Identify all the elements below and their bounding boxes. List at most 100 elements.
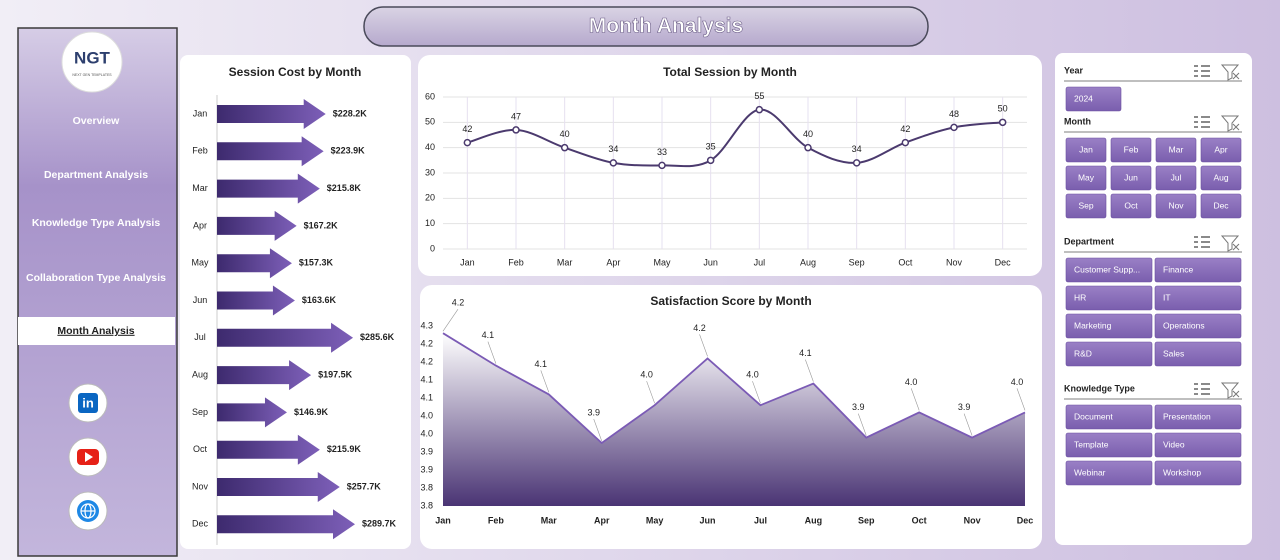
slicer-button-label[interactable]: Operations: [1163, 320, 1205, 330]
slicer-button-label[interactable]: Aug: [1213, 172, 1228, 182]
multi-select-icon[interactable]: [1194, 236, 1210, 248]
nav-selected: [18, 317, 175, 345]
slicer-button[interactable]: [1065, 86, 1122, 112]
bar: [217, 173, 320, 204]
data-label: 4.2: [452, 298, 465, 308]
point: [998, 118, 1007, 127]
multi-select-icon[interactable]: [1194, 383, 1210, 395]
slicer-button[interactable]: [1154, 285, 1242, 311]
slicer-button[interactable]: [1200, 137, 1242, 163]
slicer-button[interactable]: [1155, 193, 1197, 219]
data-label: $163.6K: [302, 295, 337, 305]
point: [950, 123, 958, 132]
slicer-button[interactable]: [1065, 341, 1153, 367]
slicer-button[interactable]: [1200, 165, 1242, 191]
panel: [180, 55, 411, 549]
web-icon[interactable]: [68, 491, 108, 531]
slicer-button[interactable]: [1154, 313, 1242, 339]
slicer-button[interactable]: [1065, 257, 1153, 283]
slicer-button-label[interactable]: Jun: [1124, 172, 1138, 182]
slicer-button-label[interactable]: Document: [1074, 411, 1113, 421]
slicer-button[interactable]: [1065, 137, 1107, 163]
x-tick-label: Oct: [898, 257, 913, 267]
linkedin-icon[interactable]: in: [68, 383, 108, 423]
multi-select-icon[interactable]: [1194, 65, 1210, 77]
slicer-button-label[interactable]: Dec: [1213, 200, 1229, 210]
slicer-button-label[interactable]: Presentation: [1163, 411, 1211, 421]
slicer-button[interactable]: [1065, 460, 1153, 486]
slicer-button[interactable]: [1155, 137, 1197, 163]
slicer-button-label[interactable]: IT: [1163, 292, 1171, 302]
slicer-button-label[interactable]: Video: [1163, 439, 1185, 449]
data-label: $197.5K: [318, 369, 353, 379]
title-bar: [363, 6, 929, 47]
data-label: 3.9: [587, 407, 600, 417]
point: [706, 156, 715, 165]
youtube-icon[interactable]: [68, 437, 108, 477]
nav-item[interactable]: Department Analysis: [44, 169, 148, 181]
data-label: 4.0: [746, 370, 759, 380]
point: [560, 143, 569, 152]
point: [609, 159, 618, 167]
slicer-title: Year: [1064, 65, 1084, 75]
y-tick-label: 60: [425, 91, 435, 101]
y-tick-label: 0: [430, 243, 435, 253]
slicer-button-label[interactable]: Jan: [1079, 144, 1093, 154]
slicer-button-label[interactable]: Sep: [1078, 200, 1093, 210]
slicer-button-label[interactable]: 2024: [1074, 93, 1093, 103]
slicer-button-label[interactable]: HR: [1074, 292, 1086, 302]
slicer-button-label[interactable]: Apr: [1214, 144, 1227, 154]
leader-line: [1016, 388, 1026, 411]
slicer-button-label[interactable]: Finance: [1163, 264, 1194, 274]
slicer-button[interactable]: [1110, 193, 1152, 219]
slicer-button[interactable]: [1065, 165, 1107, 191]
slicer-button[interactable]: [1065, 404, 1153, 430]
multi-select-icon[interactable]: [1194, 116, 1210, 128]
slicer-button[interactable]: [1200, 193, 1242, 219]
slicer-button-label[interactable]: Oct: [1124, 200, 1138, 210]
slicer-button[interactable]: [1065, 313, 1153, 339]
clear-filter-icon[interactable]: [1220, 115, 1240, 132]
slicer-button[interactable]: [1155, 165, 1197, 191]
slicer-button[interactable]: [1154, 460, 1242, 486]
slicer-button[interactable]: [1154, 341, 1242, 367]
slicer-button-label[interactable]: Workshop: [1163, 467, 1201, 477]
slicer-button-label[interactable]: R&D: [1074, 348, 1092, 358]
slicer-button-label[interactable]: Jul: [1171, 172, 1182, 182]
slicer-button-label[interactable]: Template: [1074, 439, 1109, 449]
data-label: 4.0: [640, 370, 653, 380]
slicer-button-label[interactable]: Mar: [1169, 144, 1184, 154]
clear-filter-icon[interactable]: [1220, 64, 1240, 81]
data-label: 4.1: [799, 348, 812, 358]
nav-item[interactable]: Overview: [73, 115, 121, 127]
slicer-button[interactable]: [1154, 257, 1242, 283]
slicer-button[interactable]: [1110, 165, 1152, 191]
slicer-button-label[interactable]: May: [1078, 172, 1095, 182]
slicer-button-label[interactable]: Nov: [1168, 200, 1184, 210]
slicer-button[interactable]: [1065, 193, 1107, 219]
leader-line: [646, 381, 655, 404]
x-tick-label: Sep: [849, 257, 865, 267]
clear-filter-icon[interactable]: [1220, 382, 1240, 399]
data-label: 48: [949, 109, 959, 119]
svg-text:in: in: [82, 395, 94, 410]
nav-item[interactable]: Month Analysis: [57, 325, 134, 337]
slicer-button[interactable]: [1154, 432, 1242, 458]
slicer-button-label[interactable]: Marketing: [1074, 320, 1112, 330]
slicer-button[interactable]: [1065, 432, 1153, 458]
slicer-button-label[interactable]: Webinar: [1074, 467, 1106, 477]
slicer-button-label[interactable]: Customer Supp...: [1074, 264, 1140, 274]
nav-item[interactable]: Collaboration Type Analysis: [26, 272, 166, 284]
slicer-button[interactable]: [1154, 404, 1242, 430]
slicer-button-label[interactable]: Sales: [1163, 348, 1184, 358]
slicer-button[interactable]: [1110, 137, 1152, 163]
clear-filter-icon[interactable]: [1220, 235, 1240, 252]
slicer-button-label[interactable]: Feb: [1124, 144, 1139, 154]
nav-item[interactable]: Knowledge Type Analysis: [32, 217, 161, 229]
y-tick-label: 40: [425, 142, 435, 152]
data-label: 4.1: [482, 330, 495, 340]
slicer-button[interactable]: [1065, 285, 1153, 311]
x-tick-label: Apr: [606, 257, 620, 267]
leader-line: [699, 334, 708, 357]
